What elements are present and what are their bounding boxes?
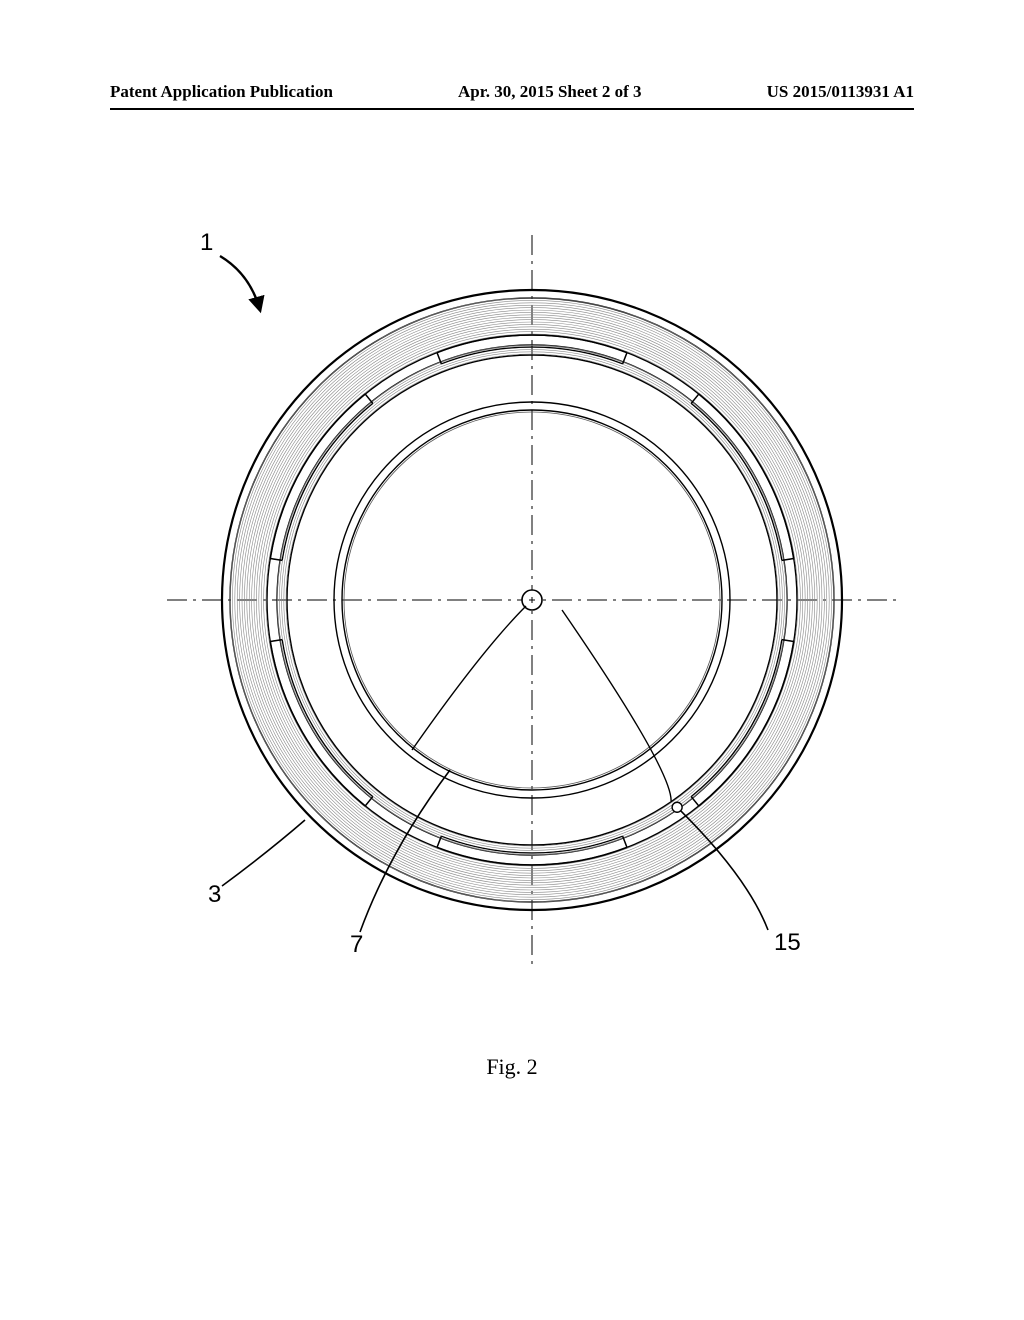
callout-3: 3 [208,881,221,908]
header-center: Apr. 30, 2015 Sheet 2 of 3 [458,82,642,102]
patent-figure-svg: 1 3 7 15 [80,180,944,1000]
figure-caption: Fig. 2 [486,1054,537,1080]
callout-15: 15 [774,929,801,956]
leader-1 [220,256,260,310]
leader-3 [222,820,305,886]
page-header: Patent Application Publication Apr. 30, … [110,82,914,102]
header-rule [110,108,914,110]
header-left: Patent Application Publication [110,82,333,102]
header-right: US 2015/0113931 A1 [767,82,914,102]
notch-15 [672,802,682,812]
callout-7: 7 [350,931,363,958]
page: Patent Application Publication Apr. 30, … [0,0,1024,1320]
callout-1: 1 [200,229,213,256]
figure-area: 1 3 7 15 Fig. 2 [80,180,944,1140]
